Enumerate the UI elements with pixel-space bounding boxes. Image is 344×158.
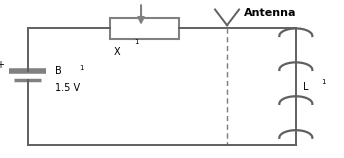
Text: 1: 1 (79, 65, 84, 71)
Text: 1: 1 (322, 79, 326, 85)
Text: L: L (303, 82, 308, 92)
Text: Antenna: Antenna (244, 8, 297, 18)
Text: B: B (55, 66, 62, 76)
Text: +: + (0, 60, 4, 70)
Bar (110, 18, 179, 39)
Text: 1.5 V: 1.5 V (55, 83, 80, 94)
Text: 1: 1 (134, 39, 139, 45)
Text: X: X (114, 47, 120, 57)
